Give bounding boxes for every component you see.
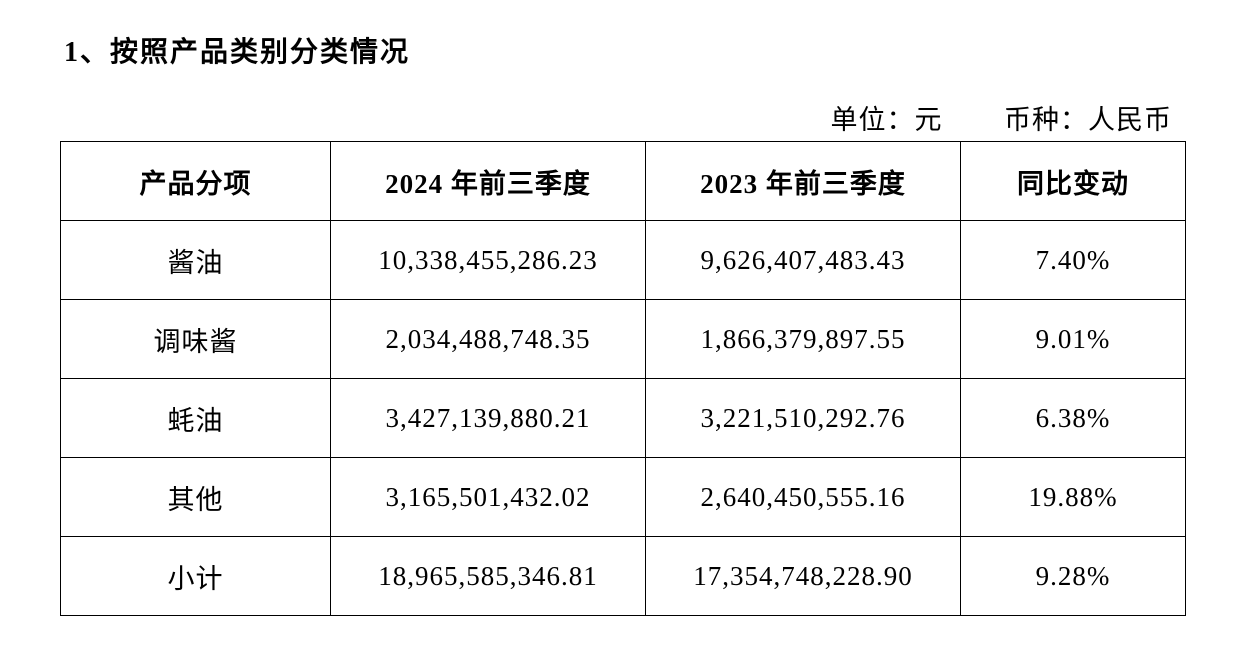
cell-2024: 3,427,139,880.21 <box>331 379 646 458</box>
cell-2023: 9,626,407,483.43 <box>646 221 961 300</box>
table-row: 其他 3,165,501,432.02 2,640,450,555.16 19.… <box>61 458 1186 537</box>
currency-value: 人民币 <box>1088 98 1172 137</box>
cell-yoy: 9.01% <box>961 300 1186 379</box>
cell-yoy: 6.38% <box>961 379 1186 458</box>
section-heading: 1、按照产品类别分类情况 <box>60 30 1186 70</box>
table-header-row: 产品分项 2024 年前三季度 2023 年前三季度 同比变动 <box>61 142 1186 221</box>
cell-2023: 3,221,510,292.76 <box>646 379 961 458</box>
cell-2024: 3,165,501,432.02 <box>331 458 646 537</box>
col-header-product: 产品分项 <box>61 142 331 221</box>
table-row: 调味酱 2,034,488,748.35 1,866,379,897.55 9.… <box>61 300 1186 379</box>
cell-product: 调味酱 <box>61 300 331 379</box>
cell-yoy: 19.88% <box>961 458 1186 537</box>
col-header-yoy: 同比变动 <box>961 142 1186 221</box>
table-row-subtotal: 小计 18,965,585,346.81 17,354,748,228.90 9… <box>61 537 1186 616</box>
unit-currency-line: 单位：元 币种：人民币 <box>60 98 1186 137</box>
cell-2024: 2,034,488,748.35 <box>331 300 646 379</box>
unit-label: 单位： <box>831 98 915 137</box>
product-category-table: 产品分项 2024 年前三季度 2023 年前三季度 同比变动 酱油 10,33… <box>60 141 1186 616</box>
cell-2024: 10,338,455,286.23 <box>331 221 646 300</box>
unit-value: 元 <box>915 98 943 137</box>
currency-label: 币种： <box>1004 98 1088 137</box>
cell-product: 其他 <box>61 458 331 537</box>
col-header-2023q3: 2023 年前三季度 <box>646 142 961 221</box>
table-row: 酱油 10,338,455,286.23 9,626,407,483.43 7.… <box>61 221 1186 300</box>
cell-2023: 2,640,450,555.16 <box>646 458 961 537</box>
cell-product: 蚝油 <box>61 379 331 458</box>
cell-2023: 17,354,748,228.90 <box>646 537 961 616</box>
cell-yoy: 7.40% <box>961 221 1186 300</box>
cell-product: 酱油 <box>61 221 331 300</box>
table-row: 蚝油 3,427,139,880.21 3,221,510,292.76 6.3… <box>61 379 1186 458</box>
col-header-2024q3: 2024 年前三季度 <box>331 142 646 221</box>
cell-2023: 1,866,379,897.55 <box>646 300 961 379</box>
cell-2024: 18,965,585,346.81 <box>331 537 646 616</box>
cell-product: 小计 <box>61 537 331 616</box>
cell-yoy: 9.28% <box>961 537 1186 616</box>
